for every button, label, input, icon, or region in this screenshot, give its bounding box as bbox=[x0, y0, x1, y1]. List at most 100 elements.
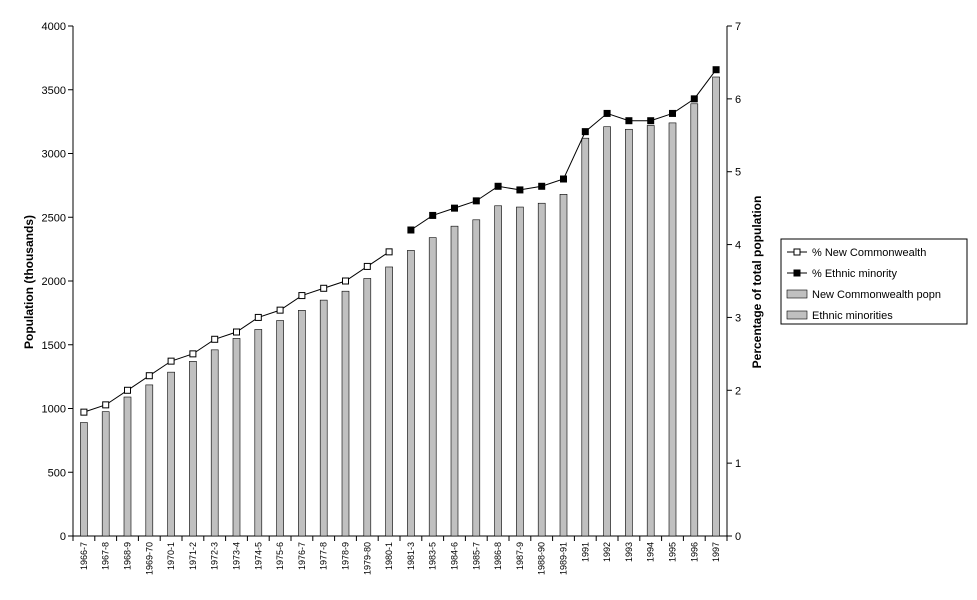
x-tick-label: 1972-3 bbox=[210, 542, 220, 570]
bar bbox=[668, 122, 677, 537]
point bbox=[233, 328, 240, 336]
point bbox=[407, 226, 415, 234]
point bbox=[124, 386, 131, 394]
bar bbox=[494, 205, 502, 537]
y2-tick-label: 0 bbox=[735, 531, 741, 543]
point bbox=[472, 197, 480, 205]
point bbox=[451, 204, 458, 212]
bar bbox=[537, 202, 546, 537]
x-tick-label: 1975-6 bbox=[275, 542, 285, 570]
x-tick-label: 1992 bbox=[602, 542, 612, 562]
markers-layer bbox=[80, 66, 720, 416]
x-tick-label: 1980-1 bbox=[384, 542, 394, 570]
bar bbox=[341, 290, 350, 537]
bar bbox=[472, 219, 481, 537]
y2-tick-label: 2 bbox=[735, 385, 741, 397]
point bbox=[581, 128, 589, 136]
point bbox=[625, 117, 633, 125]
x-tick-label: 1987-9 bbox=[515, 542, 525, 570]
legend: % New Commonwealth % Ethnic minority New C… bbox=[780, 238, 968, 325]
x-tick-label: 1986-8 bbox=[493, 542, 503, 570]
bar bbox=[646, 125, 655, 537]
y2-tick-label: 3 bbox=[735, 312, 741, 324]
y2-tick-label: 1 bbox=[735, 458, 741, 470]
bar bbox=[101, 411, 110, 537]
bar bbox=[516, 206, 524, 537]
point bbox=[211, 335, 219, 343]
bar bbox=[428, 237, 437, 537]
point bbox=[494, 182, 502, 190]
point bbox=[320, 284, 328, 292]
x-tick-label: 1981-3 bbox=[406, 542, 416, 570]
x-tick-label: 1994 bbox=[646, 542, 656, 562]
point bbox=[189, 350, 197, 358]
y2-tick-label: 4 bbox=[735, 240, 741, 252]
bar bbox=[450, 225, 459, 537]
x-tick-label: 1977-8 bbox=[319, 542, 329, 570]
legend-label: % Ethnic minority bbox=[812, 268, 897, 280]
x-tick-label: 1995 bbox=[668, 542, 678, 562]
x-tick-label: 1984-6 bbox=[450, 542, 460, 570]
bar bbox=[319, 299, 328, 537]
point bbox=[690, 95, 698, 103]
bar bbox=[363, 278, 372, 537]
legend-label: New Commonwealth popn bbox=[812, 289, 941, 301]
point bbox=[298, 292, 306, 300]
point bbox=[80, 408, 88, 416]
y-tick-label: 4000 bbox=[42, 21, 66, 33]
y2-tick-label: 5 bbox=[735, 167, 741, 179]
legend-label: Ethnic minorities bbox=[812, 310, 893, 322]
bar bbox=[298, 310, 306, 537]
x-tick-label: 1967-8 bbox=[101, 542, 111, 570]
bar bbox=[603, 126, 611, 537]
legend-box bbox=[780, 238, 968, 325]
y-tick-label: 500 bbox=[48, 467, 66, 479]
point bbox=[538, 182, 546, 190]
x-tick-label: 1985-7 bbox=[471, 542, 481, 570]
y-tick-label: 3000 bbox=[42, 149, 66, 161]
x-tick-label: 1988-90 bbox=[537, 542, 547, 575]
bar bbox=[559, 194, 568, 537]
x-tick-label: 1968-9 bbox=[123, 542, 133, 570]
bar bbox=[232, 338, 241, 537]
x-tick-label: 1997 bbox=[711, 542, 721, 562]
bar bbox=[210, 349, 219, 537]
bar bbox=[712, 76, 720, 537]
point bbox=[647, 117, 655, 125]
y-tick-label: 3500 bbox=[42, 85, 66, 97]
x-tick-label: 1976-7 bbox=[297, 542, 307, 570]
point bbox=[385, 248, 393, 256]
category-labels: 1966-7 1967-8 1968-9 1969-70 1970-1 1971-2 197… bbox=[79, 542, 721, 575]
point bbox=[167, 357, 175, 365]
bars-layer bbox=[80, 76, 720, 537]
x-tick-label: 1989-91 bbox=[559, 542, 569, 575]
bar bbox=[690, 103, 699, 537]
bar bbox=[581, 137, 590, 537]
point bbox=[429, 211, 437, 219]
legend-marker bbox=[793, 269, 801, 277]
y-tick-label: 2000 bbox=[42, 276, 66, 288]
bar bbox=[145, 384, 154, 537]
x-tick-label: 1974-5 bbox=[253, 542, 263, 570]
y2-axis-title: Percentage of total population bbox=[750, 196, 764, 369]
legend-swatch bbox=[786, 310, 808, 320]
point bbox=[603, 109, 611, 117]
bar bbox=[254, 329, 263, 537]
bar bbox=[80, 422, 88, 537]
point bbox=[363, 262, 371, 270]
bar bbox=[123, 396, 132, 537]
y2-tick-label: 7 bbox=[735, 21, 741, 33]
x-tick-label: 1970-1 bbox=[166, 542, 176, 570]
y-tick-label: 1500 bbox=[42, 340, 66, 352]
y-tick-label: 0 bbox=[60, 531, 66, 543]
lines-layer bbox=[83, 69, 717, 413]
bar bbox=[276, 320, 284, 537]
bar bbox=[189, 361, 197, 537]
bar bbox=[167, 371, 175, 537]
x-tick-label: 1973-4 bbox=[232, 542, 242, 570]
point bbox=[102, 401, 110, 409]
x-tick-label: 1983-5 bbox=[428, 542, 438, 570]
point bbox=[342, 277, 349, 285]
point bbox=[516, 186, 524, 194]
point bbox=[669, 109, 676, 117]
